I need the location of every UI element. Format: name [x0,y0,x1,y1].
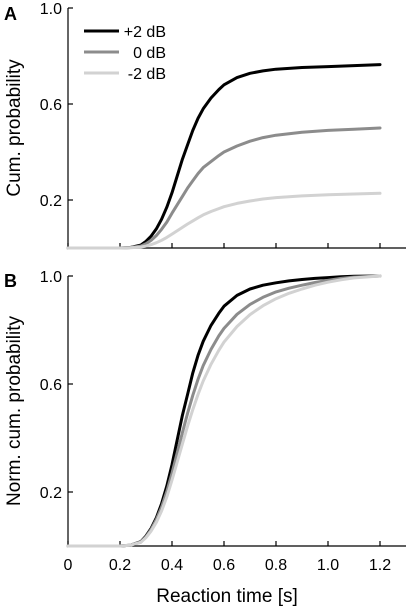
panel-b-y-tick-label: 0.2 [40,485,62,502]
panel-b-x-tick-label: 0.4 [161,557,183,574]
legend-label: 0 dB [133,45,166,62]
panel-b-x-tick-label: 0.8 [265,557,287,574]
panel-b-y-tick-label: 1.0 [40,269,62,286]
panel-a-y-tick-label: 0.2 [40,193,62,210]
panel-b-x-tick-label: 0.6 [213,557,235,574]
legend-label: +2 dB [124,24,166,41]
panel-a-y-axis-label: Cum. probability [4,59,25,197]
panel-b-x-tick-label: 1.0 [317,557,339,574]
panel-b-x-tick-label: 0.2 [109,557,131,574]
panel-b-x-tick-label: 1.2 [369,557,391,574]
panel-b-series-plusminus-2db [66,274,382,548]
panel-b-y-axis-label: Norm. cum. probability [4,315,25,506]
panel-a-letter: A [4,4,17,24]
panel-b-chart: 0.2 0.6 1.0 0 0.2 0.4 0.6 0.8 1.0 1.2 Norm. cum. p… [4,269,406,607]
panel-b-series-minus-2db [66,274,382,548]
panel-a-y-tick-label: 0.6 [40,97,62,114]
panel-a-series-0db [66,126,382,250]
panel-b-letter: B [4,271,17,291]
panel-a-chart: 0.2 0.6 1.0 Cum. probability +2 dB 0 dB -2 dB [4,1,406,250]
panel-b-series-0db [66,274,382,548]
panel-a-series-minus-2db [66,191,382,250]
panel-a-y-tick-label: 1.0 [40,1,62,18]
panel-b-y-tick-label: 0.6 [40,377,62,394]
panel-b-x-tick-label: 0 [64,557,73,574]
legend-label: -2 dB [128,66,166,83]
panel-b-x-axis-label: Reaction time [s] [156,586,298,607]
panel-a-series-plusminus-2db [66,63,382,250]
